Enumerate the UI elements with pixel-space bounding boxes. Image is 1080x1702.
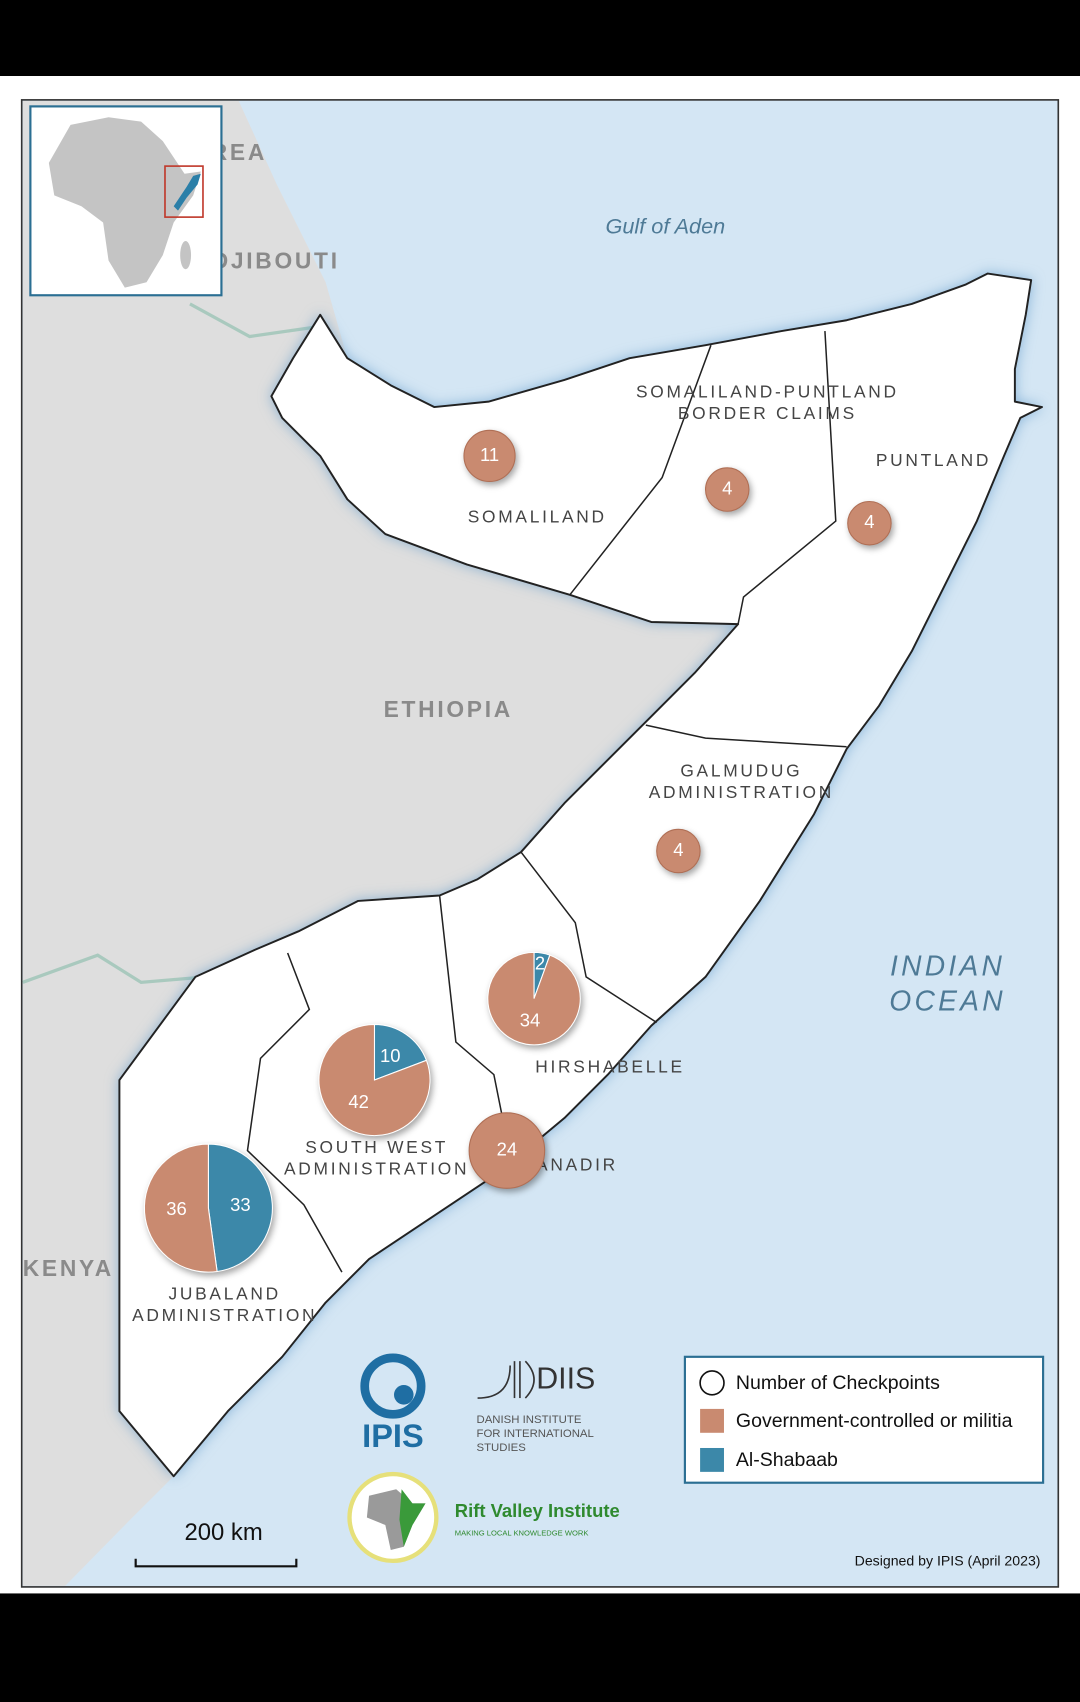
scale-bar bbox=[134, 1558, 298, 1568]
region-label: GALMUDUG bbox=[680, 760, 802, 780]
government-slice bbox=[463, 429, 516, 483]
checkpoint-marker: 33 36 bbox=[143, 1143, 273, 1273]
inset-somalia bbox=[173, 173, 201, 211]
inset-madagascar bbox=[180, 240, 192, 270]
government-slice bbox=[847, 500, 892, 546]
checkpoint-marker: 4 bbox=[656, 828, 701, 874]
region-label: SOUTH WEST bbox=[305, 1137, 448, 1157]
labels: Gulf of AdenINDIANOCEANERITREADJIBOUTIET… bbox=[23, 139, 1006, 1325]
region-label: ADMINISTRATION bbox=[649, 782, 834, 802]
government-label: 24 bbox=[497, 1138, 518, 1159]
region-label: PUNTLAND bbox=[876, 450, 991, 470]
government-slice bbox=[468, 1112, 546, 1189]
legend bbox=[683, 1355, 1045, 1484]
diis-subtitle-line: STUDIES bbox=[477, 1442, 527, 1454]
government-label: 42 bbox=[348, 1091, 369, 1112]
legend-symbol bbox=[699, 1370, 725, 1396]
checkpoint-marker: 4 bbox=[847, 500, 892, 546]
al-shabaab-label: 33 bbox=[230, 1194, 251, 1215]
government-label: 4 bbox=[722, 477, 732, 498]
al-shabaab-slice bbox=[373, 1023, 428, 1081]
checkpoint-marker: 4 bbox=[704, 467, 750, 512]
region-label: JUBALAND bbox=[168, 1284, 280, 1304]
country-label: DJIBOUTI bbox=[212, 248, 340, 274]
country-label: ETHIOPIA bbox=[384, 696, 513, 722]
border bbox=[22, 953, 207, 985]
credit: Designed by IPIS (April 2023) bbox=[855, 1553, 1041, 1569]
checkpoint-marker: 10 42 bbox=[318, 1023, 431, 1137]
rvi-logo bbox=[399, 1489, 426, 1547]
checkpoint-marker: 11 bbox=[463, 429, 516, 483]
diis-logo bbox=[477, 1360, 535, 1399]
ipis-logo bbox=[360, 1353, 426, 1419]
rvi-tagline: MAKING LOCAL KNOWLEDGE WORK bbox=[455, 1529, 589, 1538]
region-label: ADMINISTRATION bbox=[284, 1159, 469, 1179]
region-label: BORDER CLAIMS bbox=[678, 403, 857, 423]
rvi-name: Rift Valley Institute bbox=[455, 1500, 620, 1521]
region-label: SOMALILAND-PUNTLAND bbox=[636, 382, 899, 402]
checkpoint-marker: 2 34 bbox=[487, 951, 581, 1046]
water-label: OCEAN bbox=[889, 984, 1006, 1016]
water-label: INDIAN bbox=[890, 950, 1005, 982]
government-slice bbox=[143, 1143, 218, 1273]
ipis-name: IPIS bbox=[362, 1418, 424, 1454]
region-label: HIRSHABELLE bbox=[535, 1057, 684, 1077]
scale-label: 200 km bbox=[184, 1519, 262, 1546]
region-label: ADMINISTRATION bbox=[132, 1305, 317, 1325]
al-shabaab-label: 2 bbox=[535, 952, 545, 973]
legend-items: Number of Checkpoints Government-controll… bbox=[699, 1370, 1013, 1472]
government-slice bbox=[704, 467, 750, 512]
region-borders bbox=[246, 331, 847, 1273]
government-label: 4 bbox=[864, 511, 874, 532]
legend-swatch bbox=[700, 1408, 724, 1433]
government-slice bbox=[656, 828, 701, 874]
water-label: Gulf of Aden bbox=[605, 214, 725, 239]
region-label: SOMALILAND bbox=[468, 506, 607, 526]
government-slice bbox=[318, 1023, 431, 1137]
government-label: 36 bbox=[166, 1198, 187, 1219]
government-label: 4 bbox=[673, 839, 683, 860]
checkpoint-marker: 24 bbox=[468, 1112, 546, 1189]
government-label: 11 bbox=[480, 444, 499, 465]
diis-name: DIIS bbox=[536, 1362, 595, 1396]
legend-label: Government-controlled or militia bbox=[736, 1410, 1013, 1432]
al-shabaab-slice bbox=[207, 1143, 273, 1273]
inset-africa bbox=[48, 117, 201, 288]
government-slice bbox=[487, 951, 581, 1046]
inset-frame bbox=[164, 165, 204, 218]
region-label: BANADIR bbox=[522, 1154, 618, 1174]
diis-subtitle-line: FOR INTERNATIONAL bbox=[477, 1428, 594, 1440]
diis-subtitle-line: DANISH INSTITUTE bbox=[477, 1414, 582, 1426]
ipis-logo bbox=[394, 1385, 414, 1405]
legend-label: Al-Shabaab bbox=[736, 1449, 838, 1471]
country-label: KENYA bbox=[23, 1255, 114, 1281]
legend-swatch bbox=[700, 1447, 724, 1472]
al-shabaab-label: 10 bbox=[380, 1045, 401, 1066]
diis-subtitle: DANISH INSTITUTE FOR INTERNATIONAL STUDIES bbox=[477, 1414, 594, 1454]
government-label: 34 bbox=[520, 1009, 541, 1030]
legend-title: Number of Checkpoints bbox=[736, 1372, 940, 1394]
border bbox=[189, 302, 326, 339]
